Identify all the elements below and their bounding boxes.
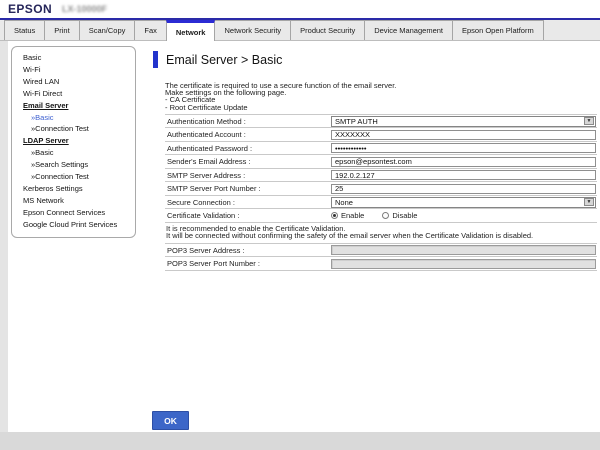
field-cell: [330, 245, 597, 256]
text-input-pop3-server-address: [331, 245, 596, 256]
form-row-authenticated-password: Authenticated Password : ••••••••••••: [165, 142, 597, 156]
sidebar-item-search-settings[interactable]: »Search Settings: [31, 160, 89, 170]
tab-device-management[interactable]: Device Management: [364, 20, 453, 40]
radio-icon[interactable]: [331, 212, 338, 220]
field-label-secure-connection: Secure Connection :: [167, 197, 235, 207]
form-row-sender-s-email-address: Sender's Email Address : epson@epsontest.…: [165, 155, 597, 169]
sidebar-item-epson-connect-services[interactable]: Epson Connect Services: [23, 207, 106, 217]
description-text: The certificate is required to use a sec…: [165, 82, 598, 111]
sidebar-item-google-cloud-print-services[interactable]: Google Cloud Print Services: [23, 219, 118, 229]
dropdown-arrow-icon[interactable]: ▼: [584, 198, 594, 207]
form-row-authenticated-account: Authenticated Account : XXXXXXX: [165, 128, 597, 142]
password-input-authenticated-password[interactable]: ••••••••••••: [331, 143, 596, 154]
text-input-smtp-server-port-number[interactable]: 25: [331, 183, 596, 194]
field-cell: None ▼: [330, 196, 597, 208]
text-input-pop3-server-port-number: [331, 258, 596, 269]
tab-bar: Status Print Scan/Copy Fax Network Network Se…: [0, 20, 600, 41]
sidebar-item-connection-test[interactable]: »Connection Test: [31, 124, 89, 134]
field-label-pop3-server-port-number: POP3 Server Port Number :: [167, 259, 260, 269]
sidebar-item-ms-network[interactable]: MS Network: [23, 195, 64, 205]
form-row-secure-connection: Secure Connection : None ▼: [165, 196, 597, 210]
radio-icon[interactable]: [382, 212, 390, 220]
dropdown-arrow-icon[interactable]: ▼: [584, 117, 594, 126]
form-row-pop3-server-address: POP3 Server Address :: [165, 244, 597, 258]
form-row-authentication-method: Authentication Method : SMTP AUTH ▼: [165, 115, 597, 129]
page-title: Email Server > Basic: [166, 52, 283, 67]
radio-label: Enable: [341, 211, 365, 221]
tab-epson-open-platform[interactable]: Epson Open Platform: [452, 20, 544, 40]
tab-fax[interactable]: Fax: [134, 20, 167, 40]
radio-label: Disable: [392, 211, 418, 221]
sidebar-item-wi-fi-direct[interactable]: Wi-Fi Direct: [23, 88, 63, 98]
sidebar-item-basic[interactable]: »Basic: [31, 112, 54, 122]
tab-scan-copy[interactable]: Scan/Copy: [78, 20, 136, 40]
sidebar-item-wired-lan[interactable]: Wired LAN: [23, 76, 60, 86]
left-background-strip: [0, 41, 8, 450]
field-cell: [330, 258, 597, 269]
select-authentication-method[interactable]: SMTP AUTH ▼: [331, 115, 596, 127]
field-label-smtp-server-port-number: SMTP Server Port Number :: [167, 184, 261, 194]
footer-bar: [0, 432, 600, 450]
field-label-certificate-validation: Certificate Validation :: [167, 211, 240, 221]
form-row-certificate-validation: Certificate Validation : Enable Disable: [165, 209, 597, 223]
description-line: - Root Certificate Update: [165, 102, 248, 112]
field-cell: SMTP AUTH ▼: [330, 115, 597, 127]
form-row-smtp-server-port-number: SMTP Server Port Number : 25: [165, 182, 597, 196]
description-line: Make settings on the following page.: [165, 88, 287, 98]
tab-product-security[interactable]: Product Security: [290, 20, 366, 40]
select-value: SMTP AUTH: [335, 116, 378, 126]
radio-option-enable[interactable]: Enable: [331, 211, 364, 220]
tab-status[interactable]: Status: [4, 20, 46, 40]
sidebar-item-ldap-server[interactable]: LDAP Server: [23, 136, 69, 146]
field-cell: XXXXXXX: [330, 129, 597, 140]
field-label-authenticated-account: Authenticated Account :: [167, 130, 246, 140]
sidebar-item-email-server[interactable]: Email Server: [23, 100, 69, 110]
ok-button[interactable]: OK: [152, 411, 189, 430]
sidebar-item-kerberos-settings[interactable]: Kerberos Settings: [23, 183, 83, 193]
form-row-pop3-server-port-number: POP3 Server Port Number :: [165, 257, 597, 271]
tab-network-security[interactable]: Network Security: [214, 20, 292, 40]
field-cell: ••••••••••••: [330, 143, 597, 154]
description-line: - CA Certificate: [165, 95, 216, 105]
sidebar-item-basic[interactable]: »Basic: [31, 148, 54, 158]
field-label-pop3-server-address: POP3 Server Address :: [167, 245, 245, 255]
field-label-authenticated-password: Authenticated Password :: [167, 143, 253, 153]
form-note-line: It is recommended to enable the Certific…: [166, 223, 346, 233]
text-input-sender-s-email-address[interactable]: epson@epsontest.com: [331, 156, 596, 167]
field-label-authentication-method: Authentication Method :: [167, 116, 246, 126]
text-input-smtp-server-address[interactable]: 192.0.2.127: [331, 170, 596, 181]
header-divider: [0, 18, 600, 20]
form-note: It is recommended to enable the Certific…: [165, 223, 597, 244]
title-accent-bar: [153, 51, 158, 68]
radio-option-disable[interactable]: Disable: [382, 211, 417, 220]
tab-network[interactable]: Network: [165, 20, 216, 41]
header: EPSON LX-10000F: [0, 0, 600, 18]
settings-form: Authentication Method : SMTP AUTH ▼ Authent…: [165, 113, 597, 271]
sidebar-menu: Basic Wi-Fi Wired LAN Wi-Fi Direct Email Ser…: [11, 46, 136, 238]
description-line: The certificate is required to use a sec…: [165, 81, 397, 90]
field-cell: Enable Disable: [330, 211, 597, 220]
form-row-smtp-server-address: SMTP Server Address : 192.0.2.127: [165, 169, 597, 183]
field-label-sender-s-email-address: Sender's Email Address :: [167, 157, 251, 167]
sidebar-item-wi-fi[interactable]: Wi-Fi: [23, 64, 41, 74]
epson-logo: EPSON: [8, 2, 53, 16]
form-note-line: It will be connected without confirming …: [166, 231, 534, 241]
field-cell: 192.0.2.127: [330, 170, 597, 181]
main-content: Email Server > Basic The certificate is …: [153, 51, 598, 271]
field-cell: 25: [330, 183, 597, 194]
text-input-authenticated-account[interactable]: XXXXXXX: [331, 129, 596, 140]
printer-model-name: LX-10000F: [62, 4, 108, 14]
field-label-smtp-server-address: SMTP Server Address :: [167, 170, 246, 180]
sidebar-item-connection-test[interactable]: »Connection Test: [31, 172, 89, 182]
select-value: None: [335, 197, 353, 207]
tab-print[interactable]: Print: [44, 20, 80, 40]
select-secure-connection[interactable]: None ▼: [331, 196, 596, 208]
sidebar-item-basic[interactable]: Basic: [23, 53, 42, 62]
page-title-row: Email Server > Basic: [153, 51, 598, 68]
field-cell: epson@epsontest.com: [330, 156, 597, 167]
